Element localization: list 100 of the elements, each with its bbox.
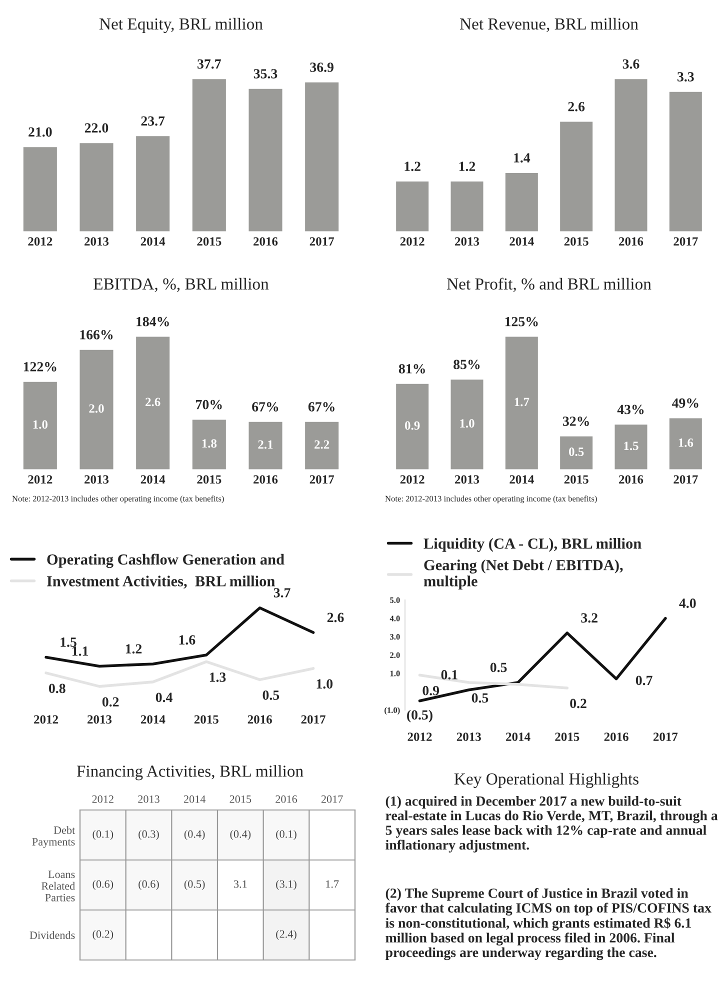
annotation: 1.0 xyxy=(460,419,474,428)
data-label: 1.5 xyxy=(60,638,76,647)
data-label: 1.2 xyxy=(404,162,420,172)
data-label: 4.0 xyxy=(679,598,696,608)
bar xyxy=(613,78,649,232)
x-tick-label: 2015 xyxy=(230,795,252,803)
data-label: 49% xyxy=(672,398,698,408)
x-tick-label: 2015 xyxy=(555,732,580,742)
data-label: (0.5) xyxy=(407,710,432,722)
x-tick-label: 2012 xyxy=(400,475,424,484)
x-tick-label: 2014 xyxy=(140,715,166,724)
bar xyxy=(558,435,594,470)
bar xyxy=(304,420,340,470)
data-label: 67% xyxy=(308,402,334,412)
x-tick-label: 2015 xyxy=(197,475,222,484)
data-label: 1.2 xyxy=(126,644,142,654)
data-label: 0.4 xyxy=(156,692,172,702)
annotation: 1.7 xyxy=(514,398,530,406)
text: Note: 2012-2013 includes other operating income (tax benefits) xyxy=(12,496,224,504)
text: (1) acquired in December 2017 a new build-to-suit real-estate in Lucas do Rio Verde, MT, Brazil, through a 5 years sales lease back with 12% cap-rate and annual inflationary adjustment. xyxy=(386,796,718,853)
data-label: 0.9 xyxy=(422,686,440,696)
x-tick-label: 2017 xyxy=(674,475,698,484)
x-tick-label: 2013 xyxy=(88,715,112,724)
data-label: (0.1) xyxy=(92,830,114,840)
data-label: 70% xyxy=(196,400,222,410)
x-tick-label: 2013 xyxy=(84,475,109,484)
data-label: 0.1 xyxy=(441,670,458,680)
annotation: 2.6 xyxy=(146,398,160,406)
data-label: 1.1 xyxy=(72,646,88,656)
text: Key Operational Highlights xyxy=(454,772,638,788)
data-label: 36.9 xyxy=(310,62,334,72)
bar xyxy=(134,134,171,232)
x-tick-label: 2013 xyxy=(455,475,480,484)
bar xyxy=(613,423,649,470)
bar xyxy=(22,380,58,470)
bar xyxy=(394,180,430,232)
data-label: 2.6 xyxy=(568,102,585,112)
bar xyxy=(558,120,594,232)
legend-label: Investment Activities, BRL million xyxy=(46,576,275,589)
y-tick-label: 5.0 xyxy=(390,597,400,604)
data-label: 2.6 xyxy=(327,612,344,622)
data-label: 37.7 xyxy=(198,59,221,69)
chart-title: Net Revenue, BRL million xyxy=(460,18,638,32)
legend-label: Liquidity (CA - CL), BRL million xyxy=(424,538,642,552)
x-tick-label: 2012 xyxy=(408,732,432,742)
x-tick-label: 2013 xyxy=(455,237,480,246)
bar xyxy=(22,146,58,232)
data-label: 0.5 xyxy=(262,690,280,700)
data-label: 3.2 xyxy=(581,613,598,623)
annotation: 0.5 xyxy=(568,448,584,456)
y-tick-label: 1.0 xyxy=(390,670,400,676)
chart-title: Net Equity, BRL million xyxy=(99,18,263,34)
chart-title: Financing Activities, BRL million xyxy=(76,765,304,780)
x-tick-label: 2016 xyxy=(619,475,644,484)
x-tick-label: 2012 xyxy=(400,237,424,246)
data-label: (0.4) xyxy=(184,830,205,840)
x-tick-label: 2014 xyxy=(506,732,530,742)
data-label: (0.3) xyxy=(138,830,159,840)
y-tick-label: (1.0) xyxy=(384,707,400,715)
x-tick-label: 2012 xyxy=(28,237,52,246)
annotation: 1.8 xyxy=(202,439,217,448)
data-label: 81% xyxy=(398,364,425,374)
bar xyxy=(504,172,540,232)
data-label: 0.5 xyxy=(490,662,507,672)
data-label: 35.3 xyxy=(254,69,278,78)
data-label: (0.4) xyxy=(230,830,251,840)
annotation: 1.5 xyxy=(624,442,638,450)
data-label: 1.6 xyxy=(179,635,196,645)
data-label: 0.5 xyxy=(472,693,488,703)
x-tick-label: 2016 xyxy=(254,475,278,484)
x-tick-label: 2016 xyxy=(276,795,298,803)
data-label: (2.4) xyxy=(276,930,296,940)
x-tick-label: 2016 xyxy=(619,237,644,246)
bar xyxy=(304,80,340,232)
y-tick-label: Debt Payments xyxy=(32,826,76,848)
x-tick-label: 2017 xyxy=(310,237,334,246)
x-tick-label: 2012 xyxy=(34,715,58,724)
data-label: (0.1) xyxy=(276,830,296,840)
y-tick-label: Dividends xyxy=(30,931,75,939)
x-tick-label: 2016 xyxy=(604,732,628,742)
bar xyxy=(191,78,228,232)
annotation: 1.6 xyxy=(678,438,694,447)
data-label: 21.0 xyxy=(28,127,52,137)
x-tick-label: 2013 xyxy=(84,237,109,246)
data-label: 3.1 xyxy=(234,880,247,888)
data-label: 23.7 xyxy=(141,116,165,126)
data-label: 1.4 xyxy=(514,153,530,163)
x-tick-label: 2014 xyxy=(510,475,534,484)
data-label: 184% xyxy=(136,316,169,326)
annotation: 2.2 xyxy=(314,440,330,449)
bar xyxy=(668,416,704,470)
x-tick-label: 2012 xyxy=(92,795,114,803)
bar xyxy=(449,180,485,232)
bar xyxy=(78,142,115,232)
bar xyxy=(247,420,284,470)
y-tick-label: 2.0 xyxy=(390,652,400,658)
x-tick-label: 2015 xyxy=(564,475,588,484)
x-tick-label: 2016 xyxy=(248,715,272,724)
x-tick-label: 2014 xyxy=(510,237,534,246)
data-label: 3.7 xyxy=(274,588,290,598)
